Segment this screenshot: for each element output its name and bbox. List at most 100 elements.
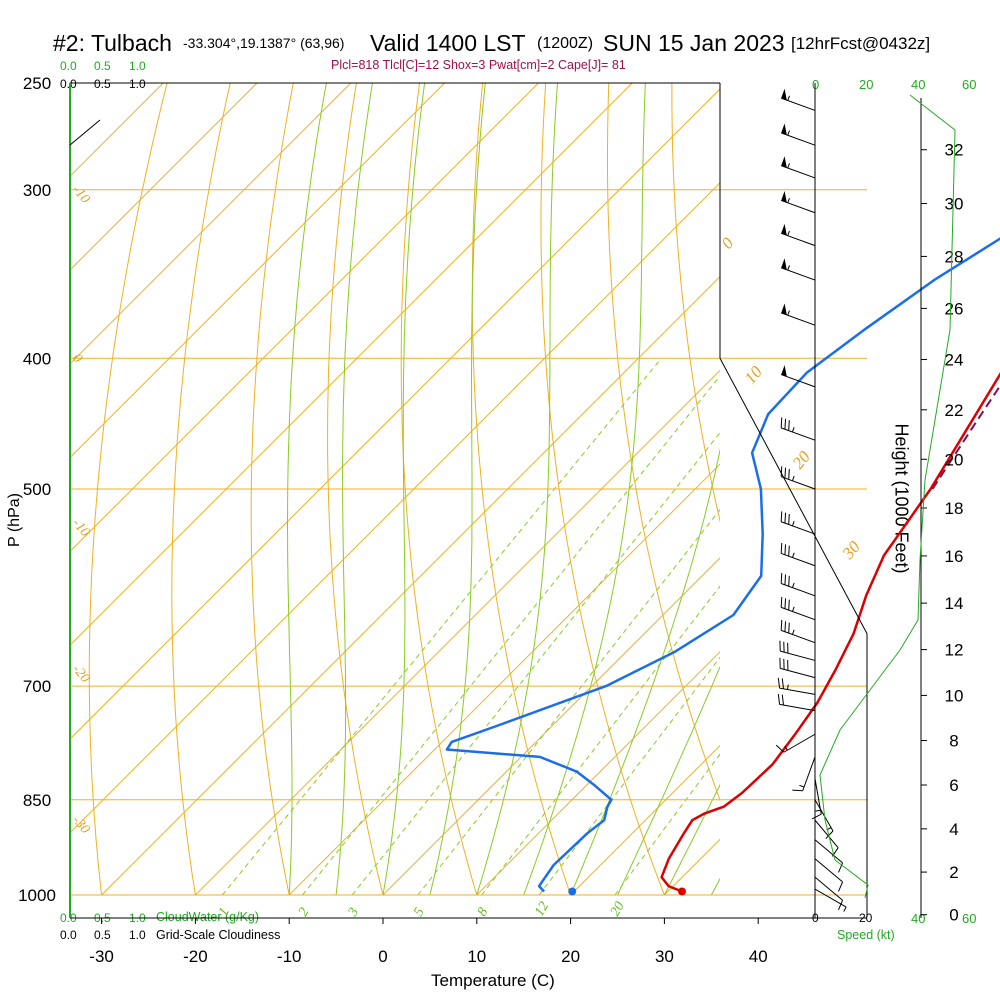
scale-value: 60 [962, 77, 977, 92]
valid-date: SUN 15 Jan 2023 [603, 30, 785, 56]
barb-flag [784, 544, 787, 555]
barb-flag [784, 598, 787, 609]
barb-flag [792, 789, 803, 792]
moist-adiabat [617, 665, 720, 896]
wind-barb [775, 733, 816, 753]
pressure-tick-label: 1000 [18, 886, 56, 905]
barb-flag [780, 417, 783, 428]
height-tick-label: 20 [945, 450, 964, 469]
barb-staff [781, 427, 816, 441]
height-tick-label: 22 [945, 401, 964, 420]
dry-adiabat [540, 83, 665, 896]
mixing-ratio-line [221, 357, 662, 896]
isotherm-label: 30 [838, 537, 864, 563]
pressure-tick-label: 400 [23, 349, 51, 368]
barb-staff [814, 876, 843, 901]
temperature-tick-label: -10 [277, 947, 302, 966]
station-title: #2: Tulbach [53, 30, 172, 56]
barb-flag [811, 813, 822, 820]
temperature-tick-label: 30 [655, 947, 674, 966]
scale-value: 0.5 [94, 928, 111, 942]
wind-barb [814, 858, 844, 892]
wind-barb [779, 657, 816, 679]
mixing-ratio-line [614, 753, 720, 896]
barb-pennant [781, 123, 787, 135]
mixing-ratio-line [481, 585, 720, 896]
barb-pennant [781, 191, 787, 203]
height-tick-label: 14 [945, 594, 964, 613]
isotherm-line [382, 557, 720, 896]
moist-adiabat [335, 83, 373, 896]
moist-adiabat [663, 783, 720, 896]
dry-adiabat [400, 83, 478, 896]
barb-staff [781, 199, 816, 214]
wind-barbs [775, 88, 847, 912]
pressure-tick-label: 700 [23, 677, 51, 696]
scale-value: 0 [812, 77, 820, 92]
barb-staff [814, 839, 843, 864]
moist-adiabat [287, 83, 327, 896]
barb-halfflag [791, 606, 795, 612]
pressure-tick-label: 250 [23, 74, 51, 93]
barb-flag [780, 573, 783, 584]
mixing-ratio-line [351, 431, 720, 896]
barb-halfflag [787, 163, 790, 169]
wind-area-boundary [719, 83, 868, 917]
barb-flag [781, 678, 784, 689]
barb-halfflag [791, 582, 795, 588]
wind-barb [777, 693, 816, 712]
temperature-tick-label: 20 [561, 947, 580, 966]
wind-barb [780, 619, 816, 644]
wind-barb [781, 191, 816, 214]
wind-barb [779, 640, 816, 661]
barb-staff [783, 733, 816, 753]
barb-halfflag [791, 427, 795, 433]
barb-staff [781, 552, 816, 567]
temperature-tick-label: -30 [89, 947, 114, 966]
mixing-ratio-label: 1 [216, 905, 232, 919]
wind-barb [780, 417, 816, 441]
dry-adiabat [671, 83, 720, 523]
scale-value: 60 [962, 911, 977, 926]
isotherm-label: 0 [718, 233, 738, 252]
barb-halfflag [786, 684, 789, 690]
surface-dewpoint-marker [568, 887, 577, 896]
barb-staff [781, 606, 816, 621]
barb-flag [784, 467, 787, 479]
station-coords: -33.304°,19.1387° (63,96) [183, 35, 345, 51]
height-tick-label: 26 [945, 299, 964, 318]
wind-barb [814, 888, 847, 912]
barb-staff [781, 374, 816, 388]
barb-staff [779, 703, 816, 712]
pressure-tick-label: 300 [23, 181, 51, 200]
barb-halfflag [791, 521, 795, 527]
speed-label: Speed (kt) [837, 928, 895, 942]
scale-value: 40 [911, 77, 926, 92]
barb-staff [814, 858, 843, 883]
barb-pennant [781, 303, 787, 315]
barb-halfflag [784, 745, 788, 751]
wind-barb [780, 466, 816, 490]
height-tick-label: 30 [945, 195, 964, 214]
height-tick-label: 8 [949, 732, 958, 751]
isotherm-line [852, 83, 1000, 895]
barb-pennant [781, 223, 787, 236]
isotherm-line [70, 83, 445, 459]
barb-halfflag [799, 784, 805, 788]
wind-barb [781, 303, 816, 326]
wind-barb [814, 799, 834, 839]
barb-flag [788, 514, 790, 525]
mixing-ratio-label: 8 [475, 905, 491, 919]
height-tick-label: 28 [945, 247, 964, 266]
barb-staff [781, 583, 816, 597]
barb-flag [780, 466, 783, 477]
barb-staff [781, 476, 816, 490]
barb-flag [780, 596, 783, 608]
wind-barb [780, 542, 816, 567]
barb-staff [814, 888, 847, 908]
dry-adiabat [88, 83, 168, 896]
wind-barb [781, 365, 816, 388]
isotherm-line [70, 83, 352, 365]
dry-adiabat [607, 83, 720, 802]
